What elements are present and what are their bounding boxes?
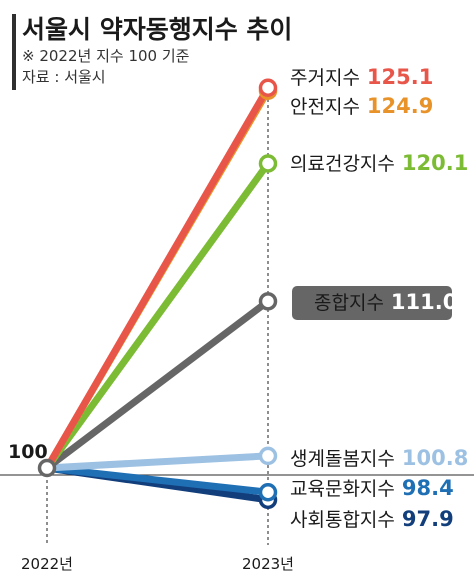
title-accent-bar	[12, 14, 16, 90]
series-end-point	[258, 482, 278, 502]
series-group	[37, 78, 278, 510]
x-tick-label: 2023년	[242, 555, 294, 573]
series-value-label: 97.9	[402, 507, 454, 531]
chart-subtitle: ※ 2022년 지수 100 기준	[22, 47, 190, 65]
series-end-point	[258, 446, 278, 466]
series-line	[43, 297, 272, 472]
series-name-label: 안전지수	[290, 96, 360, 118]
series-end-point	[258, 154, 278, 173]
series-value-label: 100.8	[402, 446, 468, 470]
series-name-label: 교육문화지수	[290, 478, 395, 500]
series-value-label: 98.4	[402, 476, 454, 500]
series-label-group: 주거지수 125.1 안전지수 124.9 의료건강지수 120.1 종합지수 111.0 생계…	[290, 65, 468, 531]
chart-source: 자료 : 서울시	[22, 68, 106, 86]
series-line	[43, 84, 272, 472]
chart-title: 서울시 약자동행지수 추이	[22, 15, 292, 44]
series-name-label: 종합지수	[314, 292, 384, 314]
series-value-label: 125.1	[367, 65, 433, 89]
series-line	[43, 159, 272, 472]
series-value-label: 124.9	[367, 94, 433, 118]
series-start-point	[37, 458, 57, 478]
baseline-value-label: 100	[8, 441, 48, 463]
series-end-point	[258, 78, 278, 97]
series-name-label: 의료건강지수	[290, 153, 395, 175]
series-line	[43, 464, 272, 496]
series-name-label: 생계돌봄지수	[290, 448, 395, 470]
series-name-label: 주거지수	[290, 67, 360, 89]
highlight-label-box	[292, 286, 452, 320]
series-end-point	[258, 292, 278, 311]
series-value-label: 111.0	[391, 290, 457, 314]
series-value-label: 120.1	[402, 151, 468, 175]
x-tick-label: 2022년	[21, 555, 73, 573]
series-name-label: 사회통합지수	[290, 509, 395, 531]
series-line	[43, 452, 272, 472]
